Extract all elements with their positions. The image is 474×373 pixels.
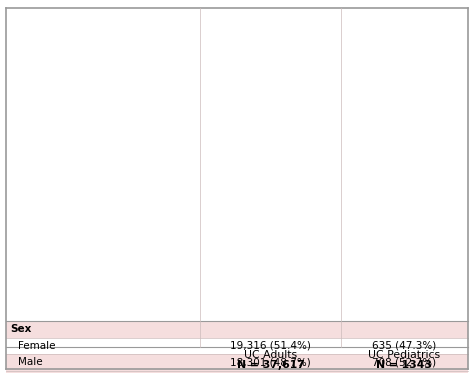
Bar xyxy=(6,354,468,370)
Text: 18,301 (48.7%): 18,301 (48.7%) xyxy=(230,357,311,367)
Text: UC Pediatrics: UC Pediatrics xyxy=(368,350,440,360)
Text: N = 1343: N = 1343 xyxy=(376,360,432,370)
Bar xyxy=(6,347,468,373)
Bar xyxy=(6,321,468,338)
Text: Male: Male xyxy=(18,357,43,367)
Text: Sex: Sex xyxy=(10,324,31,334)
Text: 708 (52.7%): 708 (52.7%) xyxy=(373,357,437,367)
Bar xyxy=(6,338,468,354)
Text: UC Adults: UC Adults xyxy=(244,350,297,360)
Text: Female: Female xyxy=(18,341,55,351)
Bar xyxy=(6,369,468,373)
Text: 635 (47.3%): 635 (47.3%) xyxy=(373,341,437,351)
Bar xyxy=(6,370,468,373)
Text: 19,316 (51.4%): 19,316 (51.4%) xyxy=(230,341,311,351)
Text: N = 37,617: N = 37,617 xyxy=(237,360,304,370)
